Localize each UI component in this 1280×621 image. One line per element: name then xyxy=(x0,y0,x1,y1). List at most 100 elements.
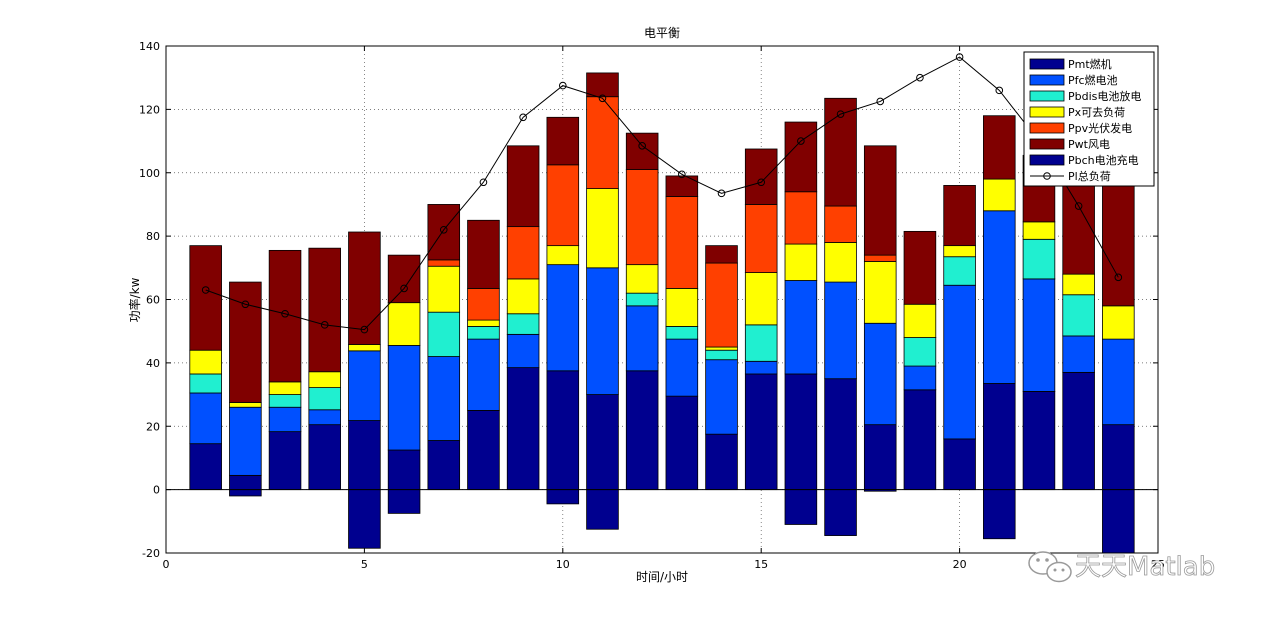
x-tick-label: 15 xyxy=(754,558,768,571)
bar-segment xyxy=(824,281,857,380)
bar-segment xyxy=(348,350,381,421)
legend-label: Ppv光伏发电 xyxy=(1068,121,1132,135)
bar-segment xyxy=(744,148,778,205)
y-tick-label: 40 xyxy=(146,357,160,370)
bar-segment xyxy=(665,338,699,397)
bar-segment xyxy=(784,243,818,281)
bar-segment xyxy=(427,440,461,491)
load-marker xyxy=(479,178,488,187)
bar-segment xyxy=(983,115,1016,180)
bar-segment xyxy=(467,288,500,321)
load-marker xyxy=(678,170,686,179)
y-axis-label: 功率/kw xyxy=(127,277,142,322)
bar-segment xyxy=(427,265,461,313)
bar-segment xyxy=(1022,278,1056,392)
bar-segment xyxy=(546,245,580,266)
bar-segment xyxy=(943,185,976,247)
x-tick-label: 10 xyxy=(556,558,570,571)
bar-segment xyxy=(983,210,1016,384)
bar-segment xyxy=(665,326,699,340)
load-marker xyxy=(916,73,924,82)
bar-segment xyxy=(705,349,738,361)
load-marker xyxy=(559,81,567,90)
legend-swatch xyxy=(1029,122,1065,134)
bar-segment xyxy=(903,337,937,367)
y-tick-label: 20 xyxy=(146,420,160,433)
legend-label: Pwt风电 xyxy=(1068,138,1110,151)
load-marker xyxy=(717,189,726,198)
bar-segment xyxy=(229,406,262,476)
bar-segment xyxy=(784,191,818,245)
load-marker xyxy=(519,113,527,122)
bar-segment xyxy=(1062,294,1095,337)
load-marker xyxy=(1074,202,1083,210)
bar-segment xyxy=(467,410,500,491)
bar-segment xyxy=(506,367,540,491)
load-marker xyxy=(320,321,329,329)
legend-label: Pbch电池充电 xyxy=(1068,153,1139,167)
legend-label: Px可去负荷 xyxy=(1068,105,1125,119)
bar-segment xyxy=(506,313,540,335)
bar-segment xyxy=(506,226,540,280)
load-marker xyxy=(1114,273,1123,282)
load-marker xyxy=(955,53,964,61)
bar-segment xyxy=(1062,178,1095,275)
bar-segment xyxy=(625,370,659,491)
bar-segment xyxy=(229,402,262,408)
bar-segment xyxy=(1062,335,1095,373)
x-axis-label: 时间/小时 xyxy=(636,570,688,584)
bar-segment xyxy=(467,219,500,289)
bar-segment xyxy=(189,443,222,491)
bar-segment xyxy=(586,489,619,530)
bar-segment xyxy=(348,231,381,345)
bar-segment xyxy=(903,365,937,391)
bar-segment xyxy=(744,204,778,273)
load-marker xyxy=(876,97,885,106)
bar-segment xyxy=(229,474,262,491)
bar-segment xyxy=(863,424,897,491)
bar-segment xyxy=(824,489,857,536)
bar-segment xyxy=(348,489,381,549)
legend-line-marker xyxy=(1043,172,1051,180)
y-tick-label: 0 xyxy=(153,484,160,497)
bar-segment xyxy=(903,230,937,305)
load-marker xyxy=(360,325,369,334)
legend-label: Pfc燃电池 xyxy=(1068,73,1118,87)
bar-segment xyxy=(665,395,699,491)
bar-segment xyxy=(546,489,580,505)
bar-segment xyxy=(1022,390,1056,491)
bar-segment xyxy=(943,438,976,491)
bar-segment xyxy=(824,378,857,491)
bar-segment xyxy=(784,121,818,193)
load-marker xyxy=(241,300,250,309)
legend-label: Pl总负荷 xyxy=(1068,169,1111,183)
x-tick-label: 0 xyxy=(163,558,170,571)
x-tick-label: 25 xyxy=(1151,558,1165,571)
bar-segment xyxy=(824,242,857,283)
bar-segment xyxy=(665,288,699,327)
bar-segment xyxy=(1062,273,1095,296)
bar-segment xyxy=(189,349,222,375)
legend-swatch xyxy=(1029,106,1065,118)
stacked-bars xyxy=(166,72,1158,554)
bar-segment xyxy=(625,132,659,170)
bar-segment xyxy=(268,431,302,491)
bar-segment xyxy=(268,406,302,433)
bar-segment xyxy=(308,371,341,388)
bar-segment xyxy=(546,264,580,372)
bar-segment xyxy=(705,245,738,264)
bar-segment xyxy=(427,311,461,357)
bar-segment xyxy=(625,169,659,266)
bar-segment xyxy=(467,338,500,411)
watermark-text: 天天Matlab xyxy=(1075,552,1215,582)
bar-segment xyxy=(1022,221,1056,240)
bar-segment xyxy=(1062,371,1095,491)
bar-segment xyxy=(546,370,580,491)
bar-segment xyxy=(665,196,699,289)
y-tick-label: 140 xyxy=(139,40,160,53)
bar-segment xyxy=(546,116,580,166)
bar-segment xyxy=(943,256,976,286)
bar-segment xyxy=(665,175,699,197)
bar-segment xyxy=(983,383,1016,491)
bar-segment xyxy=(229,489,262,497)
